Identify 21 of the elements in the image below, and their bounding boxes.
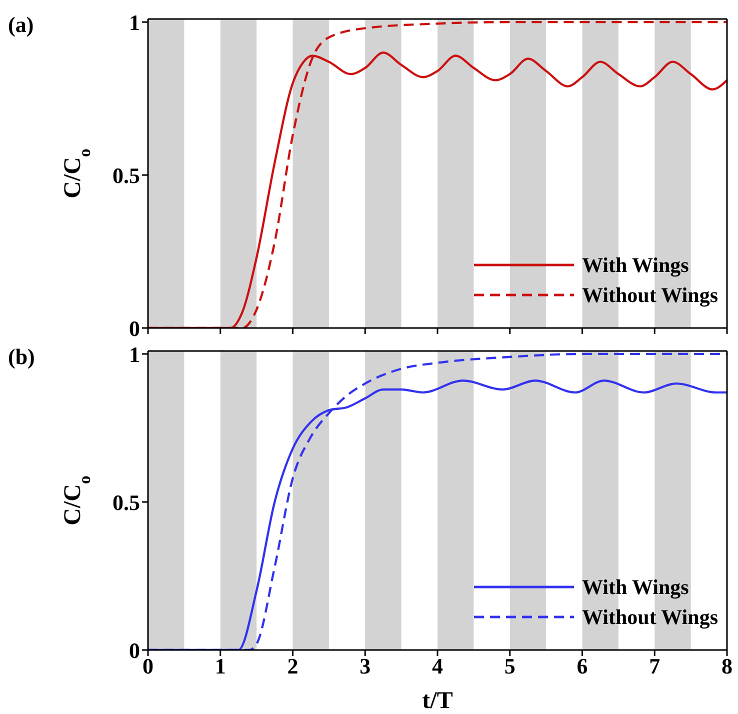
y-tick-label: 0.5 [112, 162, 140, 188]
x-tick-label: 6 [576, 654, 588, 679]
legend-label: Without Wings [582, 282, 718, 308]
y-tick-label: 0.5 [112, 490, 140, 515]
x-tick-label: 2 [287, 654, 298, 679]
x-tick-label: 7 [649, 654, 660, 679]
x-axis-title: t/T [422, 688, 453, 714]
x-tick-label: 1 [214, 654, 226, 679]
x-tick-label: 3 [360, 654, 371, 679]
legend-label: With Wings [582, 574, 689, 600]
x-tick-label: 8 [722, 654, 732, 679]
y-tick-label: 0 [129, 638, 140, 663]
y-tick-label: 1 [129, 342, 140, 367]
text: (a) [8, 12, 34, 37]
x-tick-label: 5 [504, 654, 516, 679]
text: (b) [8, 344, 35, 369]
legend-label: With Wings [582, 252, 689, 278]
x-tick-label: 4 [432, 654, 443, 679]
y-tick-label: 1 [129, 10, 140, 35]
y-tick-label: 0 [129, 316, 140, 341]
legend-label: Without Wings [582, 604, 718, 630]
